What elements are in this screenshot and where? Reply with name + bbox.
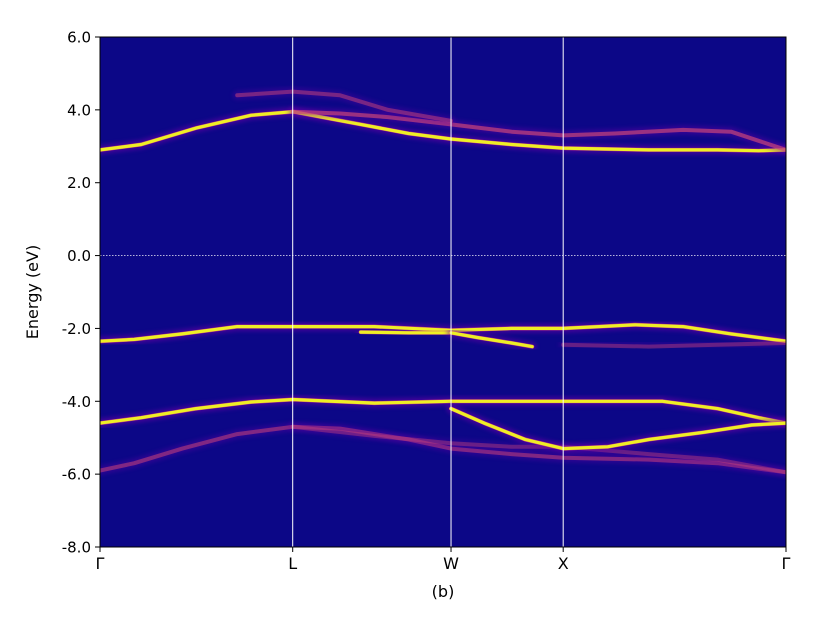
x-tick-label: L: [288, 554, 297, 573]
x-tick-label: Γ: [782, 554, 791, 573]
y-axis: -8.0 -6.0 -4.0 -2.0 0.0 2.0 4.0 6.0: [62, 29, 100, 557]
band-core: [359, 330, 453, 335]
band-valence-upper-flat: [356, 327, 456, 338]
band-conduction-upper: [288, 107, 786, 155]
band-valence-upper-low: [558, 338, 786, 352]
y-tick-label: -4.0: [62, 393, 91, 411]
y-tick-label: -2.0: [62, 320, 91, 338]
y-tick-label: 6.0: [67, 29, 91, 47]
kpoint-lines: [292, 37, 564, 547]
band-line: [561, 341, 786, 349]
band-valence-mid-dispersive: [446, 404, 786, 454]
chart-caption: (b): [432, 582, 455, 601]
band-conduction-lower: [100, 107, 786, 156]
x-tick-label: W: [443, 554, 459, 573]
y-tick-label: 2.0: [67, 174, 91, 192]
band-valence-upper-dispersive: [446, 328, 537, 352]
band-conduction-top: [232, 87, 456, 126]
y-tick-label: 0.0: [67, 247, 91, 265]
band-core: [449, 407, 786, 451]
band-line: [290, 109, 786, 152]
band-core: [449, 331, 534, 349]
x-tick-label: X: [558, 554, 569, 573]
plot-frame: [99, 36, 787, 548]
y-tick-label: -8.0: [62, 539, 91, 557]
y-tick-label: 4.0: [67, 101, 91, 119]
band-halo: [232, 87, 456, 126]
y-axis-label: Energy (eV): [23, 245, 42, 339]
plot-background: [100, 37, 786, 547]
x-tick-label: Γ: [96, 554, 105, 573]
band-halo: [558, 338, 786, 352]
band-line: [235, 89, 453, 123]
y-tick-label: -6.0: [62, 466, 91, 484]
band-core: [100, 110, 786, 153]
